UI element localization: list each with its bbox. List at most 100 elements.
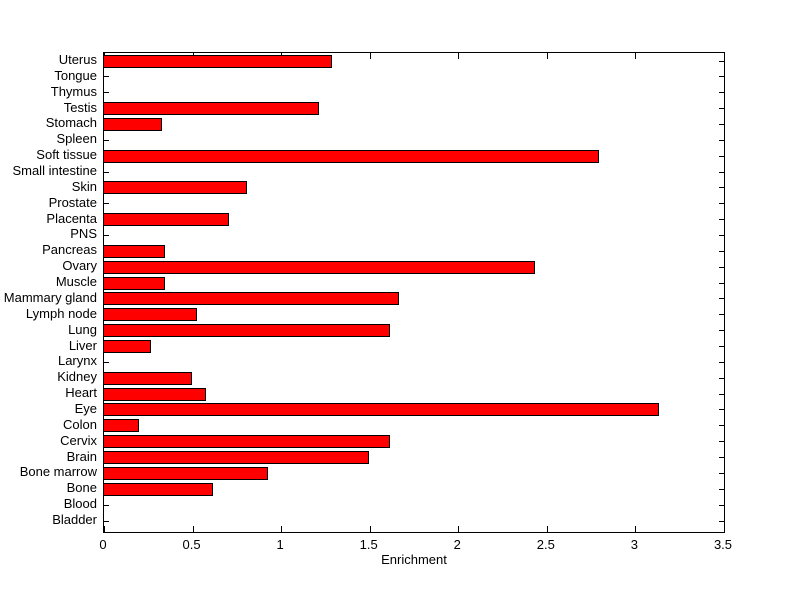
y-axis-label-stomach: Stomach — [45, 115, 97, 131]
y-axis-label-tongue: Tongue — [54, 67, 97, 83]
y-axis-label-testis: Testis — [63, 99, 97, 115]
bar-placenta — [103, 213, 229, 227]
y-axis-label-small-intestine: Small intestine — [12, 163, 97, 179]
y-tick-left — [104, 76, 109, 78]
y-axis-label-bladder: Bladder — [52, 512, 97, 527]
y-tick-left — [104, 203, 109, 205]
y-tick-right — [719, 76, 724, 78]
x-tick-bottom — [546, 526, 548, 532]
y-axis-label-bone: Bone — [66, 480, 97, 496]
x-tick-label: 2.5 — [536, 537, 555, 552]
y-tick-right — [719, 425, 724, 427]
y-axis-label-muscle: Muscle — [55, 274, 97, 290]
bar-ovary — [103, 260, 536, 274]
y-axis-label-cervix: Cervix — [60, 432, 97, 448]
y-axis-label-spleen: Spleen — [56, 131, 97, 147]
y-tick-right — [719, 472, 724, 474]
y-tick-right — [719, 155, 724, 157]
y-axis-label-lung: Lung — [68, 321, 97, 337]
x-tick-label: 1 — [276, 537, 284, 552]
y-tick-right — [719, 123, 724, 125]
x-tick-top — [546, 53, 548, 59]
y-tick-right — [719, 330, 724, 332]
y-tick-left — [104, 234, 109, 236]
y-tick-right — [719, 377, 724, 379]
y-axis-label-blood: Blood — [63, 496, 97, 512]
x-tick-top — [458, 53, 460, 59]
x-tick-label: 0.5 — [182, 537, 201, 552]
x-tick-bottom — [635, 526, 637, 532]
y-tick-right — [719, 346, 724, 348]
bar-colon — [103, 419, 139, 433]
y-tick-right — [719, 393, 724, 395]
y-tick-right — [719, 250, 724, 252]
y-axis-label-lymph-node: Lymph node — [25, 305, 97, 321]
y-axis-label-mammary-gland: Mammary gland — [3, 289, 97, 305]
x-tick-top — [724, 53, 725, 59]
x-axis-title: Enrichment — [381, 552, 447, 567]
y-tick-right — [719, 441, 724, 443]
bar-mammary-gland — [103, 292, 400, 306]
bar-cervix — [103, 435, 391, 449]
bar-stomach — [103, 117, 162, 131]
bar-kidney — [103, 371, 192, 385]
y-tick-right — [719, 520, 724, 522]
y-axis-label-uterus: Uterus — [58, 52, 97, 67]
y-tick-right — [719, 361, 724, 363]
y-tick-right — [719, 187, 724, 189]
bar-uterus — [103, 54, 332, 68]
y-axis-label-kidney: Kidney — [57, 369, 97, 385]
y-tick-left — [104, 171, 109, 173]
bar-testis — [103, 102, 320, 116]
bar-bone — [103, 482, 214, 496]
x-tick-top — [635, 53, 637, 59]
x-tick-bottom — [369, 526, 371, 532]
bar-soft-tissue — [103, 149, 600, 163]
bar-skin — [103, 181, 247, 195]
bar-liver — [103, 340, 152, 354]
y-tick-left — [104, 139, 109, 141]
y-axis-label-prostate: Prostate — [48, 194, 97, 210]
y-tick-right — [719, 219, 724, 221]
y-tick-right — [719, 409, 724, 411]
x-tick-bottom — [104, 526, 105, 532]
y-tick-left — [104, 92, 109, 94]
y-axis-label-bone-marrow: Bone marrow — [19, 464, 97, 480]
y-tick-left — [104, 504, 109, 506]
y-tick-right — [719, 282, 724, 284]
y-axis-label-larynx: Larynx — [57, 353, 97, 369]
bar-brain — [103, 451, 369, 465]
y-axis-label-eye: Eye — [74, 400, 97, 416]
bar-bone-marrow — [103, 466, 268, 480]
y-tick-right — [719, 298, 724, 300]
x-tick-bottom — [458, 526, 460, 532]
y-tick-right — [719, 203, 724, 205]
x-tick-label: 0 — [99, 537, 107, 552]
x-tick-bottom — [724, 526, 725, 532]
y-axis-label-ovary: Ovary — [62, 258, 97, 274]
y-tick-right — [719, 139, 724, 141]
bar-eye — [103, 403, 660, 417]
bar-pancreas — [103, 244, 166, 258]
y-tick-right — [719, 108, 724, 110]
y-axis-label-soft-tissue: Soft tissue — [36, 147, 97, 163]
x-tick-bottom — [281, 526, 283, 532]
x-tick-label: 3 — [630, 537, 639, 552]
bar-muscle — [103, 276, 166, 290]
y-axis-label-skin: Skin — [71, 178, 97, 194]
y-tick-right — [719, 457, 724, 459]
y-axis-label-heart: Heart — [65, 385, 97, 401]
y-tick-right — [719, 60, 724, 62]
bar-lung — [103, 324, 391, 338]
x-tick-label: 1.5 — [359, 537, 378, 552]
x-tick-top — [369, 53, 371, 59]
x-tick-label: 2 — [453, 537, 461, 552]
y-axis-label-thymus: Thymus — [50, 83, 97, 99]
x-tick-label: 3.5 — [713, 537, 733, 552]
bar-lymph-node — [103, 308, 198, 322]
y-tick-left — [104, 361, 109, 363]
y-axis-label-brain: Brain — [66, 448, 97, 464]
y-tick-right — [719, 314, 724, 316]
x-tick-bottom — [192, 526, 194, 532]
